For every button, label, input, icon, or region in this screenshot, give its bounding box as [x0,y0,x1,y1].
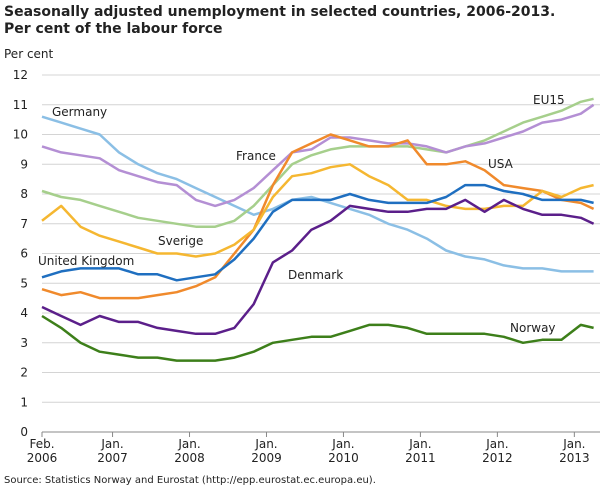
x-tick-label: Feb. 2006 [27,437,58,465]
series-line [41,133,595,300]
y-axis-label: Per cent [4,47,54,61]
series-label: Denmark [288,268,343,282]
y-tick-label: 8 [20,187,28,201]
y-tick-label: 4 [20,306,28,320]
series-label: Norway [510,321,556,335]
y-tick-label: 1 [20,395,28,409]
series-label: Germany [52,105,107,119]
y-tick-label: 12 [13,68,28,82]
series-line [41,314,594,362]
y-tick-label: 0 [20,425,28,439]
series-label: Sverige [158,234,203,248]
y-tick-label: 3 [20,336,28,350]
x-tick-label: Jan. 2009 [251,437,282,465]
y-tick-label: 11 [13,98,28,112]
series-line [41,163,594,258]
series-line [41,198,595,336]
y-tick-label: 9 [20,157,28,171]
series-label: EU15 [533,93,565,107]
x-tick-label: Jan. 2010 [328,437,359,465]
x-tick-label: Jan. 2008 [174,437,205,465]
series-line [41,103,595,208]
series-label: USA [488,157,514,171]
x-tick-label: Jan. 2012 [482,437,513,465]
source: Source: Statistics Norway and Eurostat (… [4,475,376,486]
x-tick-label: Jan. 2007 [97,437,128,465]
chart-subtitle: Per cent of the labour force [4,21,223,37]
y-tick-label: 2 [20,366,28,380]
chart-title: Seasonally adjusted unemployment in sele… [4,4,555,20]
x-tick-label: Jan. 2013 [559,437,590,465]
y-tick-label: 7 [20,217,28,231]
series-line [41,97,594,228]
y-tick-label: 6 [20,247,28,261]
y-tick-label: 5 [20,276,28,290]
y-tick-label: 10 [13,128,28,142]
series-line [41,183,594,282]
series-label: France [236,149,276,163]
x-tick-label: Jan. 2011 [405,437,436,465]
series-label: United Kingdom [38,254,134,268]
